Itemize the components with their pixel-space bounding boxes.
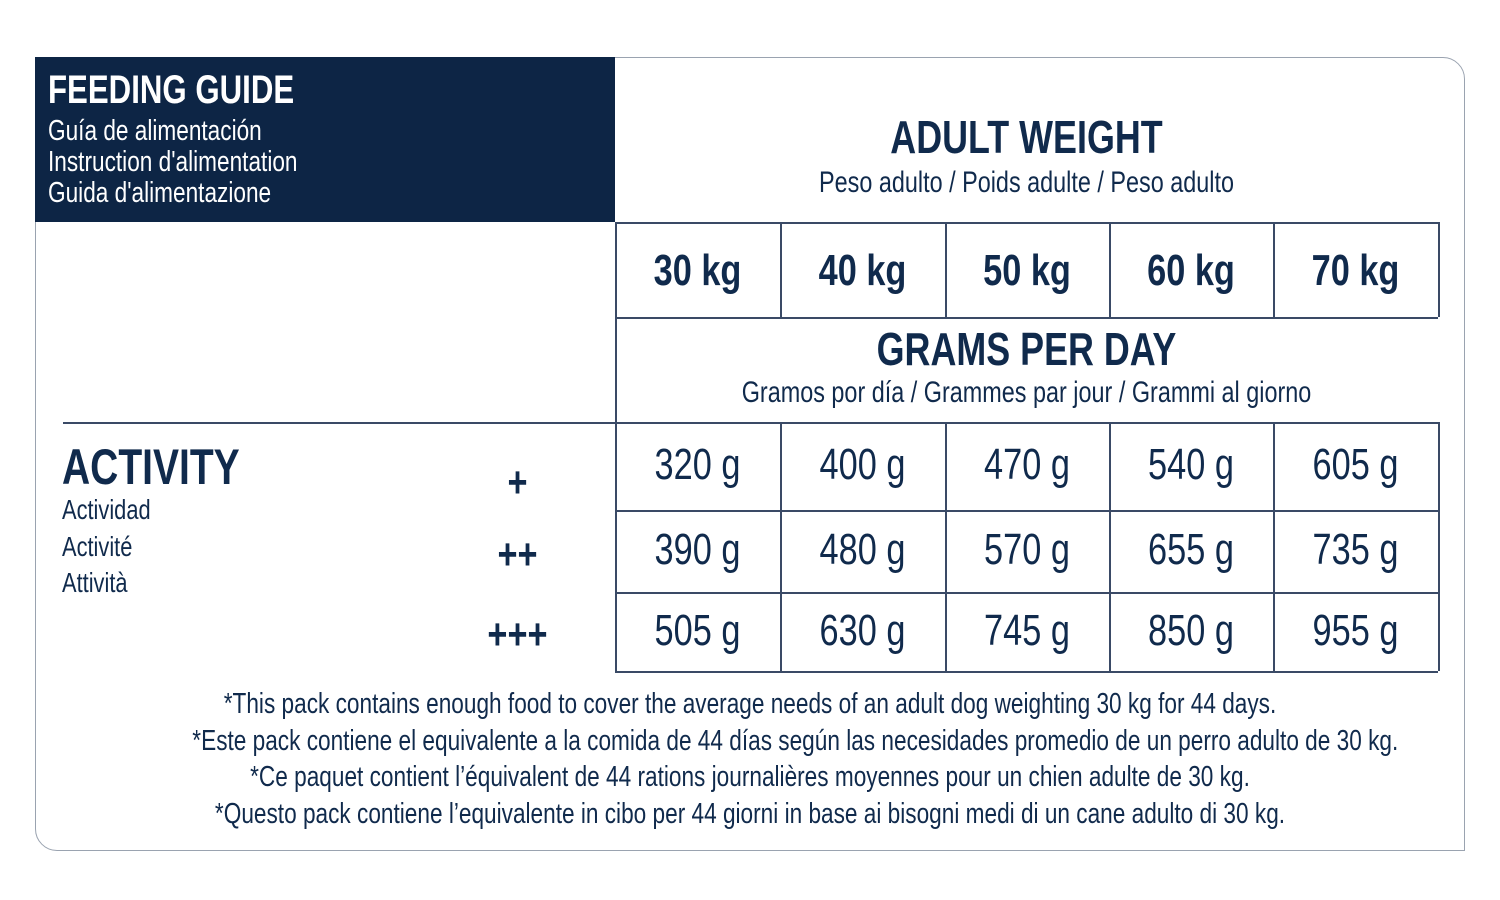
activity-line: Actividad: [62, 494, 151, 525]
cell-value: 745 g: [984, 605, 1070, 655]
grid-line: [615, 222, 617, 317]
cell-value: 390 g: [654, 525, 741, 574]
grid-line: [780, 422, 782, 671]
weight-header: 30 kg: [653, 246, 742, 295]
grid-line: [945, 222, 947, 317]
footnote: *Questo pack contiene l’equivalente in c…: [214, 797, 1286, 830]
grid-line: [615, 592, 1438, 594]
frame: [35, 57, 1465, 851]
cell-value: 400 g: [819, 440, 906, 489]
grams-subtitle: Gramos por día / Grammes par jour / Gram…: [741, 376, 1312, 409]
cell-value: 505 g: [654, 605, 741, 655]
activity-level: ++: [497, 530, 538, 579]
weight-header: 60 kg: [1147, 246, 1235, 295]
cell-value: 540 g: [1148, 440, 1234, 489]
cell-value: 955 g: [1312, 605, 1399, 655]
weight-header: 70 kg: [1311, 246, 1400, 295]
grid-line: [63, 422, 1438, 424]
grid-line: [1438, 222, 1440, 317]
header-title: FEEDING GUIDE: [48, 68, 295, 112]
activity-level: +: [507, 458, 528, 507]
cell-value: 320 g: [654, 440, 741, 489]
cell-value: 850 g: [1148, 605, 1234, 655]
grid-line: [615, 222, 1438, 224]
cell-value: 655 g: [1148, 525, 1234, 574]
cell-value: 630 g: [819, 605, 906, 655]
grams-title: GRAMS PER DAY: [876, 323, 1177, 375]
grid-line: [1273, 222, 1275, 317]
activity-line: Activité: [62, 531, 133, 562]
grid-line: [1109, 222, 1111, 317]
footnote: *This pack contains enough food to cover…: [223, 688, 1277, 720]
grid-line: [615, 317, 617, 422]
cell-value: 735 g: [1312, 525, 1399, 574]
activity-level: +++: [487, 610, 548, 659]
cell-value: 570 g: [984, 525, 1070, 574]
grid-line: [780, 222, 782, 317]
adult-weight-title: ADULT WEIGHT: [890, 111, 1163, 163]
footnote: *Ce paquet contient l’équivalent de 44 r…: [250, 761, 1250, 793]
grid-line: [615, 671, 1438, 673]
grid-line: [945, 422, 947, 671]
grid-line: [1109, 422, 1111, 671]
cell-value: 470 g: [984, 440, 1070, 489]
activity-line: Attività: [62, 567, 128, 598]
header-box: [35, 57, 615, 222]
adult-weight-subtitle: Peso adulto / Poids adulte / Peso adulto: [819, 166, 1234, 199]
grid-line: [615, 317, 1438, 319]
grid-line: [1273, 422, 1275, 671]
footnote: *Este pack contiene el equivalente a la …: [192, 724, 1399, 757]
weight-header: 50 kg: [983, 246, 1071, 295]
activity-title: ACTIVITY: [62, 439, 240, 495]
grid-line: [1438, 422, 1440, 671]
weight-header: 40 kg: [818, 246, 907, 295]
cell-value: 605 g: [1312, 440, 1399, 489]
header-line: Guía de alimentación: [48, 115, 262, 147]
header-line: Guida d'alimentazione: [48, 177, 272, 209]
cell-value: 480 g: [819, 525, 906, 574]
grid-line: [615, 422, 617, 671]
grid-line: [615, 510, 1438, 512]
header-line: Instruction d'alimentation: [48, 146, 298, 178]
